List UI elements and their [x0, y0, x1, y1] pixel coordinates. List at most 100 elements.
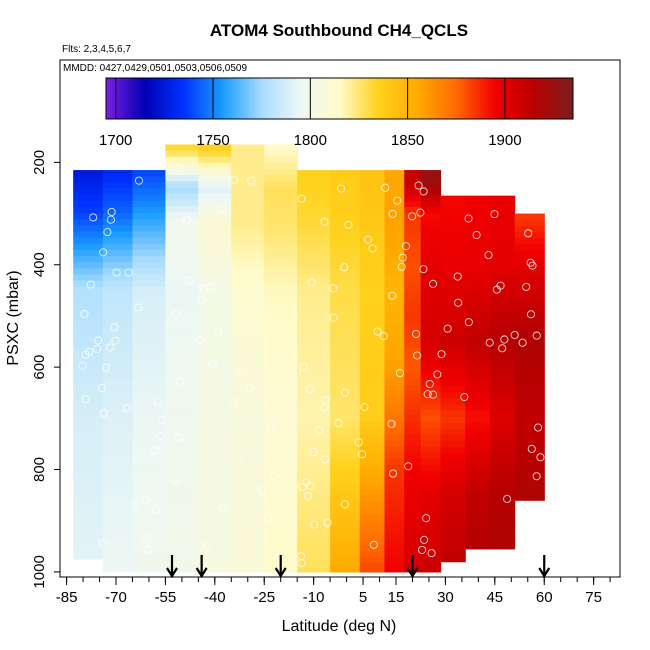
- heatmap-cell: [198, 408, 232, 416]
- heatmap-cell: [440, 324, 466, 332]
- heatmap-cell: [198, 156, 232, 164]
- heatmap-cell: [465, 379, 491, 387]
- chart-title: ATOM4 Southbound CH4_QCLS: [210, 21, 468, 40]
- observation-marker: [89, 213, 98, 222]
- observation-marker: [485, 338, 494, 347]
- flight-arrow: [166, 555, 178, 579]
- heatmap-cell: [165, 525, 199, 533]
- heatmap-cell: [420, 274, 442, 282]
- colorbar-tick-label: 1700: [99, 132, 132, 149]
- heatmap-cell: [198, 304, 232, 311]
- heatmap-cell: [231, 187, 265, 195]
- heatmap-cell: [73, 385, 104, 392]
- flight-arrow: [195, 555, 208, 579]
- heatmap-cell: [198, 470, 232, 477]
- heatmap-cell: [440, 527, 466, 535]
- x-axis: -85 -70 -55 -40 -25 -10 5 15 30 45 60 75: [56, 577, 611, 606]
- heatmap-cell: [102, 335, 134, 343]
- heatmap-cell: [359, 526, 386, 534]
- heatmap-cell: [132, 256, 167, 263]
- heatmap-cell: [330, 249, 361, 257]
- heatmap-cell: [297, 194, 331, 202]
- heatmap-cell: [489, 496, 516, 504]
- heatmap-cell: [359, 421, 386, 429]
- heatmap-cell: [198, 433, 232, 440]
- heatmap-cell: [359, 317, 386, 325]
- heatmap-cell: [330, 544, 361, 552]
- heatmap-cell: [359, 348, 386, 355]
- heatmap-cell: [73, 495, 104, 503]
- heatmap-cell: [102, 231, 134, 239]
- heatmap-cell: [514, 367, 545, 374]
- heatmap-cell: [489, 416, 516, 424]
- heatmap-cell: [132, 213, 167, 220]
- heatmap-cell: [359, 378, 386, 386]
- heatmap-cell: [440, 521, 466, 528]
- observation-marker: [417, 545, 427, 554]
- heatmap-cell: [297, 268, 331, 276]
- heatmap-cell: [102, 514, 134, 521]
- colorbar: 1700 1750 1800 1850 1900: [99, 77, 574, 149]
- heatmap-cell: [330, 409, 361, 417]
- heatmap-cell: [132, 360, 167, 368]
- heatmap-cell: [198, 218, 232, 225]
- heatmap-cell: [330, 366, 361, 374]
- heatmap-cell: [297, 557, 331, 564]
- heatmap-cell: [132, 471, 167, 478]
- heatmap-cell: [330, 471, 361, 478]
- heatmap-cell: [198, 334, 232, 342]
- heatmap-cell: [165, 519, 199, 526]
- observation-marker: [270, 472, 279, 481]
- heatmap-cell: [420, 268, 442, 276]
- heatmap-cell: [384, 514, 405, 521]
- heatmap-cell: [404, 256, 422, 263]
- observation-marker: [340, 388, 349, 397]
- heatmap-cell: [231, 341, 265, 348]
- heatmap-cell: [330, 507, 361, 515]
- heatmap-cell: [264, 156, 298, 164]
- heatmap-cell: [102, 243, 134, 251]
- heatmap-cell: [165, 463, 199, 471]
- heatmap-cell: [404, 550, 422, 558]
- heatmap-cell: [440, 465, 466, 473]
- heatmap-cell: [198, 494, 232, 502]
- heatmap-cell: [330, 557, 361, 564]
- heatmap-cell: [231, 205, 265, 213]
- heatmap-cell: [440, 312, 466, 320]
- heatmap-cell: [73, 464, 104, 472]
- heatmap-cell: [102, 385, 134, 392]
- heatmap-cell: [297, 243, 331, 251]
- observation-marker: [195, 336, 205, 345]
- heatmap-cell: [264, 470, 298, 477]
- observation-marker: [130, 501, 139, 510]
- heatmap-cell: [359, 501, 386, 509]
- heatmap-cell: [297, 520, 331, 527]
- observation-marker: [510, 330, 519, 340]
- observation-marker: [197, 295, 206, 304]
- observation-marker: [151, 505, 160, 514]
- heatmap-cell: [264, 519, 298, 526]
- heatmap-cell: [297, 452, 331, 460]
- heatmap-cell: [404, 385, 422, 392]
- heatmap-cell: [198, 322, 232, 330]
- heatmap-cell: [264, 175, 298, 182]
- heatmap-cell: [330, 569, 361, 573]
- heatmap-cell: [231, 224, 265, 232]
- heatmap-cell: [330, 292, 361, 300]
- heatmap-cell: [198, 267, 232, 275]
- heatmap-cell: [165, 494, 199, 502]
- heatmap-cell: [132, 335, 167, 343]
- heatmap-cell: [297, 471, 331, 478]
- heatmap-cell: [514, 293, 545, 301]
- heatmap-cell: [132, 446, 167, 454]
- observation-marker: [500, 335, 509, 344]
- heatmap-cell: [420, 464, 442, 472]
- heatmap-cell: [264, 334, 298, 342]
- observation-marker: [306, 481, 315, 490]
- heatmap-cell: [359, 385, 386, 392]
- heatmap-cell: [264, 457, 298, 465]
- observation-marker: [156, 432, 165, 441]
- observation-marker: [182, 215, 192, 224]
- heatmap-cell: [465, 293, 491, 301]
- heatmap-cell: [465, 441, 491, 449]
